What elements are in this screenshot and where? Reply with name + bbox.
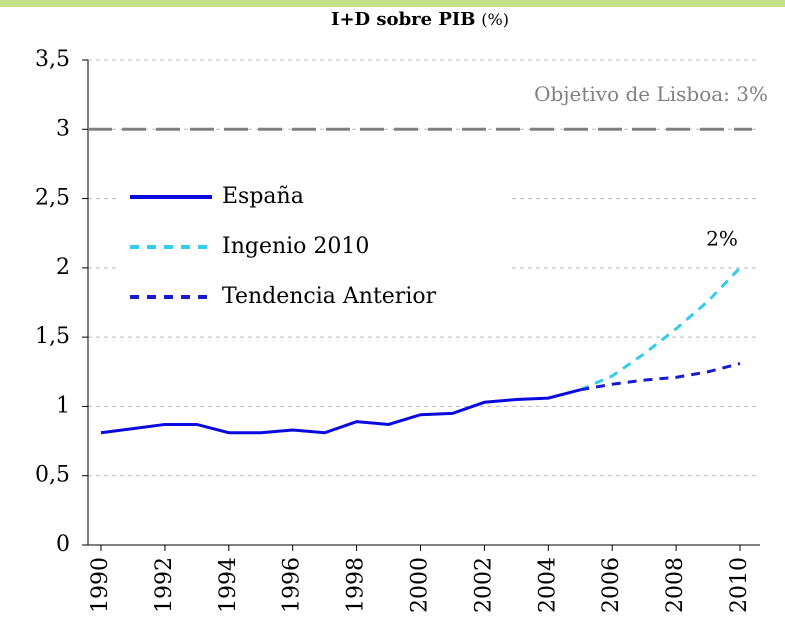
y-tick-label: 0,5 <box>35 463 70 488</box>
legend-label: Ingenio 2010 <box>222 234 369 259</box>
top-bar <box>0 0 785 7</box>
x-tick-label: 2006 <box>599 557 624 613</box>
x-tick-label: 1996 <box>280 557 305 613</box>
x-tick-label: 2010 <box>727 557 752 613</box>
series-line <box>579 362 741 392</box>
x-tick-label: 1994 <box>216 557 241 613</box>
legend-label: España <box>222 184 304 209</box>
x-tick-label: 2008 <box>663 557 688 613</box>
y-tick-label: 1,5 <box>35 324 70 349</box>
chart-title: I+D sobre PIB (%) <box>331 9 509 30</box>
x-tick-label: 1998 <box>344 557 369 613</box>
title-unit: (%) <box>481 10 509 29</box>
y-tick-label: 1 <box>56 393 70 418</box>
y-tick-label: 2 <box>56 255 70 280</box>
y-tick-label: 0 <box>56 532 70 557</box>
x-tick-label: 2004 <box>535 557 560 613</box>
x-tick-label: 2002 <box>471 557 496 613</box>
legend: España Ingenio 2010 Tendencia Anterior <box>120 175 510 320</box>
series-line <box>579 266 742 392</box>
y-tick-label: 3,5 <box>35 47 70 72</box>
y-tick-label: 3 <box>56 116 70 141</box>
title-text: I+D sobre PIB <box>331 9 475 30</box>
y-tick-label: 2,5 <box>35 186 70 211</box>
reference-label: Objetivo de Lisboa: 3% <box>534 82 768 106</box>
legend-label: Tendencia Anterior <box>222 284 437 309</box>
annotation: 2% <box>706 226 738 250</box>
series-line <box>100 388 581 435</box>
x-tick-label: 2000 <box>408 557 433 613</box>
x-tick-label: 1992 <box>152 557 177 613</box>
x-tick-label: 1990 <box>88 557 113 613</box>
